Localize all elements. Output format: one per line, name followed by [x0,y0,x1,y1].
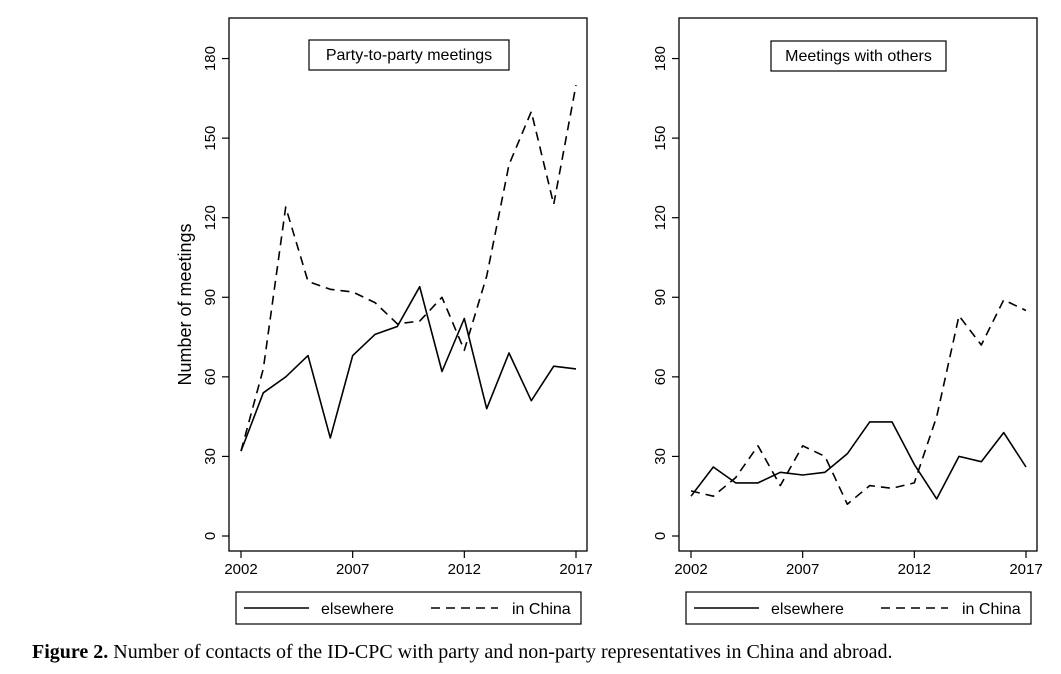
y-tick-label: 180 [202,46,219,71]
series-line-in-china [240,84,577,452]
series-line-elsewhere [240,285,577,452]
plot-frame [228,17,588,552]
x-tick-label: 2012 [448,561,481,578]
y-tick-label: 150 [202,126,219,151]
y-tick-label: 30 [652,448,669,465]
legend-label: in China [962,601,1021,618]
panel-title-box [308,39,510,71]
y-tick-label: 90 [202,289,219,306]
y-axis-label: Number of meetings [175,223,195,385]
y-tick-label: 60 [652,369,669,386]
y-tick-label: 90 [652,289,669,306]
legend-label: in China [512,601,571,618]
chart-panel-2: 0 30 60 90 120 150 180 2002 2007 2012 2017 Meetings… [652,17,1043,625]
legend-label: elsewhere [771,601,844,618]
x-tick-label: 2007 [786,561,819,578]
y-tick-label: 0 [202,532,219,540]
panel-title: Meetings with others [785,48,932,65]
panel-title-box [770,40,947,72]
y-tick-label: 120 [202,205,219,230]
x-tick-label: 2017 [1009,561,1042,578]
y-tick-label: 120 [652,205,669,230]
caption-label: Figure 2. [32,641,109,663]
y-tick-label: 0 [652,532,669,540]
caption-text: Number of contacts of the ID-CPC with pa… [108,641,893,663]
plot-frame [678,17,1038,552]
x-tick-label: 2007 [336,561,369,578]
chart-panel-1: 0 30 60 90 120 150 180 2002 2007 2012 2017 Number o… [175,17,593,625]
y-tick-label: 180 [652,46,669,71]
series-line-elsewhere [690,421,1027,500]
legend-label: elsewhere [321,601,394,618]
figure-caption: Figure 2. Number of contacts of the ID-C… [32,641,1042,664]
x-tick-label: 2002 [674,561,707,578]
series-line-in-china [690,299,1027,506]
y-tick-label: 30 [202,448,219,465]
x-tick-label: 2017 [559,561,592,578]
y-tick-label: 60 [202,369,219,386]
x-tick-label: 2002 [224,561,257,578]
panel-title: Party-to-party meetings [326,47,492,64]
y-tick-label: 150 [652,126,669,151]
x-tick-label: 2012 [898,561,931,578]
